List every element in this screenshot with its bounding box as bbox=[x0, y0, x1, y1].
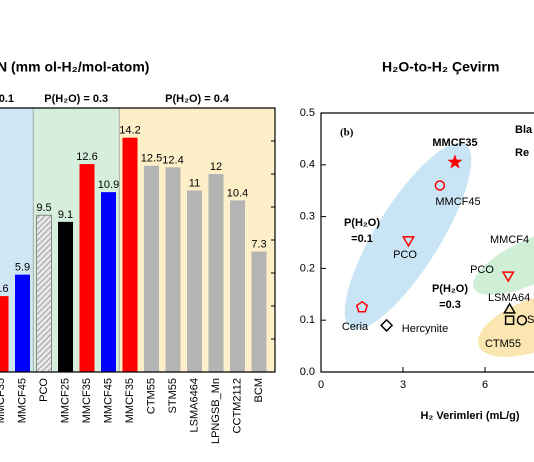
bar-value-label: 5.9 bbox=[15, 262, 30, 274]
bar-value-label: 12 bbox=[210, 161, 222, 173]
marker bbox=[401, 236, 415, 248]
point-label: CTM55 bbox=[485, 338, 521, 350]
point-label: PCO bbox=[393, 249, 417, 261]
marker bbox=[380, 318, 394, 332]
group-label: P(H₂O) = 0.1 bbox=[0, 93, 14, 105]
chart-title: N (mm ol-H₂/mol-atom) bbox=[0, 59, 149, 75]
scatter-panel: 0.0 0.1 0.2 0.3 0.4 0.5 0 3 6 H₂ Verimleri (mL/g)… bbox=[300, 59, 534, 422]
y-tick-label: 0.3 bbox=[300, 211, 315, 223]
marker bbox=[504, 315, 515, 325]
group-label: P(H₂O) = 0.3 bbox=[44, 93, 108, 105]
point-label: Hercynite bbox=[402, 323, 448, 335]
x-tick-label: 6 bbox=[482, 379, 488, 391]
point-label: MMCF45 bbox=[435, 196, 480, 208]
x-tick-label: LPNGSB_Mn bbox=[210, 378, 222, 444]
x-tick-label: MMCF45 bbox=[16, 378, 28, 423]
bar bbox=[15, 274, 30, 372]
annotation: P(H₂O) bbox=[344, 217, 380, 229]
region bbox=[344, 142, 472, 330]
plot-frame bbox=[0, 107, 276, 373]
y-tick-label: 0.1 bbox=[300, 314, 315, 326]
bar bbox=[101, 192, 116, 372]
bar bbox=[36, 214, 52, 373]
point-label: S bbox=[527, 314, 534, 326]
x-tick-label: CTM55 bbox=[145, 378, 157, 414]
point-label: PCO bbox=[470, 264, 494, 276]
bar bbox=[230, 200, 245, 372]
bar bbox=[144, 165, 159, 372]
bar bbox=[79, 164, 95, 372]
annotation: =0.1 bbox=[351, 233, 373, 245]
bar-value-label: 12.6 bbox=[76, 151, 97, 163]
annotation: =0.3 bbox=[439, 299, 461, 311]
bar bbox=[208, 174, 224, 372]
region bbox=[477, 293, 534, 357]
bar-value-label: 4.6 bbox=[0, 283, 9, 295]
bar bbox=[0, 296, 9, 372]
x-tick-label: MMCF35 bbox=[124, 378, 136, 423]
marker bbox=[355, 300, 369, 313]
x-tick-label: PCO bbox=[38, 378, 50, 402]
marker bbox=[516, 314, 528, 326]
y-tick-label: 0.5 bbox=[300, 107, 315, 119]
y-tick-label: 0.2 bbox=[300, 262, 315, 274]
x-tick-label: MMCF25 bbox=[59, 378, 71, 423]
x-tick-label: 3 bbox=[400, 379, 406, 391]
plot-frame bbox=[320, 112, 534, 373]
bar-value-label: 12.4 bbox=[162, 154, 183, 166]
bar bbox=[122, 137, 138, 372]
bar bbox=[187, 190, 202, 372]
chart-title: H₂O-to-H₂ Çevirm bbox=[382, 59, 499, 75]
marker bbox=[503, 302, 517, 314]
annotation: (b) bbox=[340, 127, 354, 139]
point-label: LSMA64 bbox=[488, 292, 530, 304]
x-tick-label: BCM bbox=[253, 378, 265, 402]
bar-value-label: 10.4 bbox=[227, 187, 248, 199]
annotation: P(H₂O) bbox=[432, 283, 468, 295]
bar-value-label: 14.2 bbox=[119, 125, 140, 137]
annotation: Bla bbox=[515, 124, 533, 136]
bar bbox=[251, 251, 267, 372]
x-tick-label: 0 bbox=[318, 379, 324, 391]
bar-value-label: 11 bbox=[189, 177, 200, 189]
bar-value-label: 9.1 bbox=[58, 209, 73, 221]
y-tick-label: 0.0 bbox=[300, 366, 315, 378]
bar-value-label: 10.9 bbox=[98, 179, 119, 191]
annotation: MMCF4 bbox=[490, 234, 529, 246]
x-tick-label: CCTM2112 bbox=[231, 378, 243, 433]
bar-value-label: 7.3 bbox=[251, 238, 266, 250]
x-tick-label: LSMA6464 bbox=[188, 378, 200, 432]
bar-value-label: 9.5 bbox=[36, 202, 51, 214]
region bbox=[473, 229, 534, 295]
point-label: Ceria bbox=[342, 321, 369, 333]
group-label: P(H₂O) = 0.4 bbox=[165, 93, 230, 105]
x-tick-label: MMCF45 bbox=[102, 378, 114, 423]
annotation: Re bbox=[515, 147, 529, 159]
bar bbox=[165, 167, 181, 372]
bar-value-label: 12.5 bbox=[141, 153, 162, 165]
y-tick-label: 0.4 bbox=[300, 159, 315, 171]
x-tick-label: MMCF35 bbox=[0, 378, 7, 423]
x-axis-label: H₂ Verimleri (mL/g) bbox=[420, 410, 519, 422]
bar-panel: P(H₂O) = 0.1 P(H₂O) = 0.3 P(H₂O) = 0.4 4.6 M… bbox=[0, 59, 276, 444]
marker bbox=[447, 154, 463, 169]
x-tick-label: STM55 bbox=[167, 378, 179, 413]
x-tick-label: MMCF35 bbox=[81, 378, 93, 423]
point-label: MMCF35 bbox=[432, 137, 477, 149]
marker bbox=[434, 180, 446, 191]
bar bbox=[58, 221, 73, 372]
marker bbox=[501, 271, 515, 283]
